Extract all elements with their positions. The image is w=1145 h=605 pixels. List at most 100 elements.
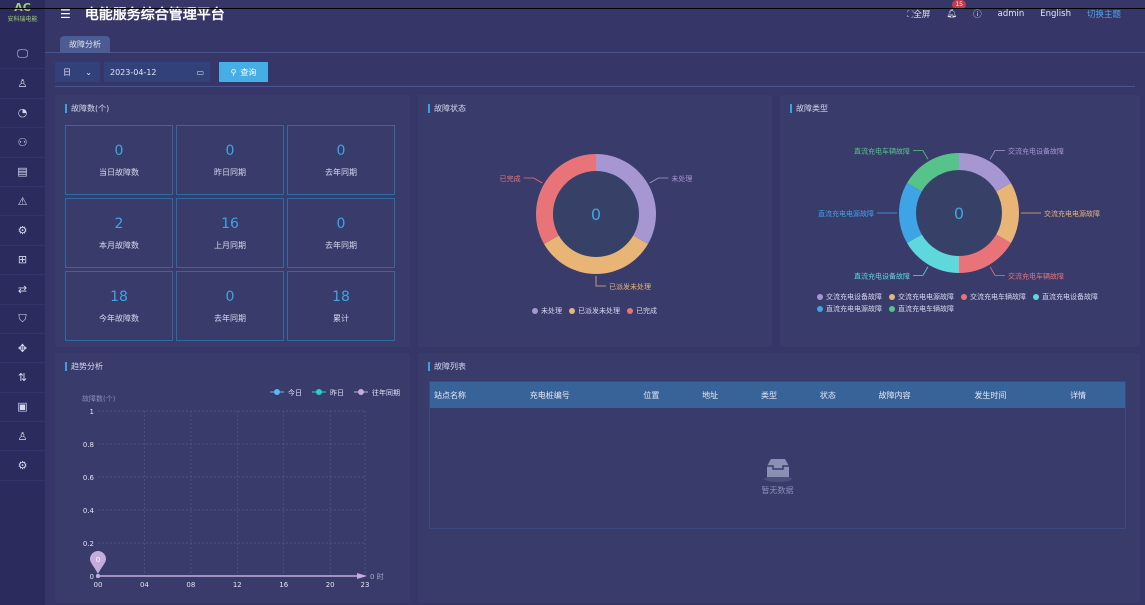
org-tree-icon: ♙ [17, 77, 28, 91]
legend-label[interactable]: 今日 [288, 388, 302, 397]
donut-center-value: 0 [954, 204, 964, 223]
donut-slice[interactable] [959, 153, 1011, 192]
column-header[interactable]: 故障内容 [874, 382, 971, 408]
slice-label: 直流充电车辆故障 [854, 147, 910, 156]
donut-slice[interactable] [907, 153, 959, 192]
user-menu[interactable]: admin [997, 9, 1025, 19]
legend-item[interactable]: 已派发未处理 [569, 306, 620, 316]
notification-button[interactable]: 🔔︎ 15 [946, 0, 966, 19]
sidebar-item-4[interactable]: ⚇ [0, 128, 45, 158]
y-tick-label: 1 [90, 408, 94, 416]
query-button[interactable]: ⚲ 查询 [219, 62, 268, 82]
sidebar-item-6[interactable]: ⚠︎ [0, 187, 45, 217]
x-tick-label: 04 [140, 581, 149, 589]
stat-value: 0 [114, 142, 124, 159]
fault-list-panel: 故障列表 站点名称 充电桩编号 位置 地址 类型 状态 故障内容 发生时间 详情 暂无数据 [418, 353, 1140, 603]
stat-card: 18 累计 [287, 271, 395, 341]
legend-label[interactable]: 往年同期 [372, 388, 400, 397]
legend-item[interactable]: 交流充电电源故障 [889, 292, 954, 302]
sidebar-item-10[interactable]: ⛉ [0, 305, 45, 334]
hierarchy-icon: ♙ [17, 429, 28, 443]
tab-fault-analysis[interactable]: 故障分析 [60, 36, 110, 53]
stat-value: 18 [110, 288, 128, 305]
sidebar-item-15[interactable]: ⚙︎ [0, 451, 45, 481]
sidebar: AC 安科瑞电能 🖵︎ ♙ ◔ ⚇ ▤ ⚠︎ ⚙︎ ⊞ ⇄ ⛉ ✥ ⇅ ▣ ♙ ⚙︎ [0, 0, 45, 605]
legend-dot-icon[interactable] [316, 389, 322, 395]
stat-label: 本月故障数 [99, 240, 139, 250]
column-header[interactable]: 发生时间 [970, 382, 1067, 408]
legend-item[interactable]: 已完成 [627, 306, 657, 316]
donut-slice[interactable] [959, 234, 1011, 274]
sidebar-item-11[interactable]: ✥ [0, 334, 45, 364]
x-tick-label: 08 [186, 581, 195, 589]
legend-label[interactable]: 昨日 [330, 388, 344, 397]
fault-count-panel: 故障数(个) 0 当日故障数 0 昨日同期 0 去年同期 2 本月故障数 16 上月同期 0 去年同期… [55, 95, 410, 347]
legend-item[interactable]: 直流充电电源故障 [817, 304, 882, 314]
column-header[interactable]: 状态 [815, 382, 875, 408]
date-picker[interactable]: 2023-04-12 ▭ [104, 62, 210, 82]
donut-slice[interactable] [536, 154, 596, 244]
column-header[interactable]: 类型 [757, 382, 816, 408]
stat-value: 16 [221, 215, 239, 232]
empty-state: 暂无数据 [430, 457, 1125, 496]
x-tick-label: 12 [233, 581, 242, 589]
sidebar-item-1[interactable]: 🖵︎ [0, 40, 45, 70]
donut-slice[interactable] [596, 154, 656, 244]
sidebar-item-3[interactable]: ◔ [0, 99, 45, 129]
fullscreen-icon: ⛶ [907, 10, 914, 20]
legend-dot-icon [889, 294, 895, 300]
network-node-icon: ✥ [17, 341, 28, 355]
theme-switch[interactable]: 切换主题 [1086, 10, 1121, 20]
sidebar-item-8[interactable]: ⊞ [0, 246, 45, 276]
x-tick-label: 20 [326, 581, 335, 589]
slice-label: 直流充电电源故障 [818, 209, 874, 218]
pie-chart-icon: ◔ [17, 106, 28, 120]
stat-label: 去年同期 [325, 167, 357, 177]
stat-value: 18 [332, 288, 350, 305]
legend-item[interactable]: 未处理 [532, 306, 562, 316]
sidebar-item-12[interactable]: ⇅ [0, 363, 45, 393]
column-header[interactable]: 站点名称 [430, 382, 526, 408]
legend-item[interactable]: 交流充电车辆故障 [961, 292, 1026, 302]
legend-item[interactable]: 交流充电设备故障 [817, 292, 882, 302]
legend-dot-icon[interactable] [274, 389, 280, 395]
column-header[interactable]: 位置 [639, 382, 699, 408]
slice-label: 已派发未处理 [609, 282, 651, 291]
data-point[interactable] [96, 574, 100, 578]
settings-sliders-icon: ⇄ [17, 282, 28, 296]
donut-slice[interactable] [907, 234, 959, 274]
shield-icon: ⛉ [18, 311, 27, 325]
y-tick-label: 0.4 [83, 507, 95, 515]
slice-label: 未处理 [671, 174, 692, 183]
donut-slice[interactable] [544, 235, 648, 275]
stat-card: 0 昨日同期 [176, 125, 284, 195]
donut-slice[interactable] [996, 183, 1019, 243]
markpoint-pin [90, 551, 106, 574]
sidebar-item-2[interactable]: ♙ [0, 69, 45, 99]
menu-toggle-icon[interactable]: ☰ [60, 7, 71, 21]
sidebar-item-7[interactable]: ⚙︎ [0, 216, 45, 246]
column-header[interactable]: 充电桩编号 [525, 382, 640, 408]
sidebar-item-14[interactable]: ♙ [0, 422, 45, 452]
slice-label: 直流充电设备故障 [854, 271, 910, 280]
column-header[interactable]: 详情 [1066, 382, 1125, 408]
help-icon[interactable]: ⓘ [973, 10, 982, 20]
stat-label: 去年同期 [214, 313, 246, 323]
legend-item[interactable]: 直流充电车辆故障 [889, 304, 954, 314]
sidebar-item-9[interactable]: ⇄ [0, 275, 45, 305]
slice-label: 交流充电车辆故障 [1008, 271, 1064, 280]
sidebar-item-13[interactable]: ▣ [0, 393, 45, 423]
language-switch[interactable]: English [1040, 9, 1071, 19]
sidebar-item-5[interactable]: ▤ [0, 158, 45, 187]
donut-slice[interactable] [899, 183, 922, 243]
panel-title: 故障状态 [428, 104, 466, 113]
y-tick-label: 0 [90, 573, 94, 581]
legend-dot-icon[interactable] [358, 389, 364, 395]
stat-card: 2 本月故障数 [65, 198, 173, 268]
legend-item[interactable]: 直流充电设备故障 [1033, 292, 1098, 302]
fullscreen-button[interactable]: ⛶全屏 [907, 10, 931, 20]
column-header[interactable]: 地址 [698, 382, 757, 408]
window-edge-line [0, 8, 1145, 9]
period-select[interactable]: 日 ⌄ [55, 62, 100, 82]
